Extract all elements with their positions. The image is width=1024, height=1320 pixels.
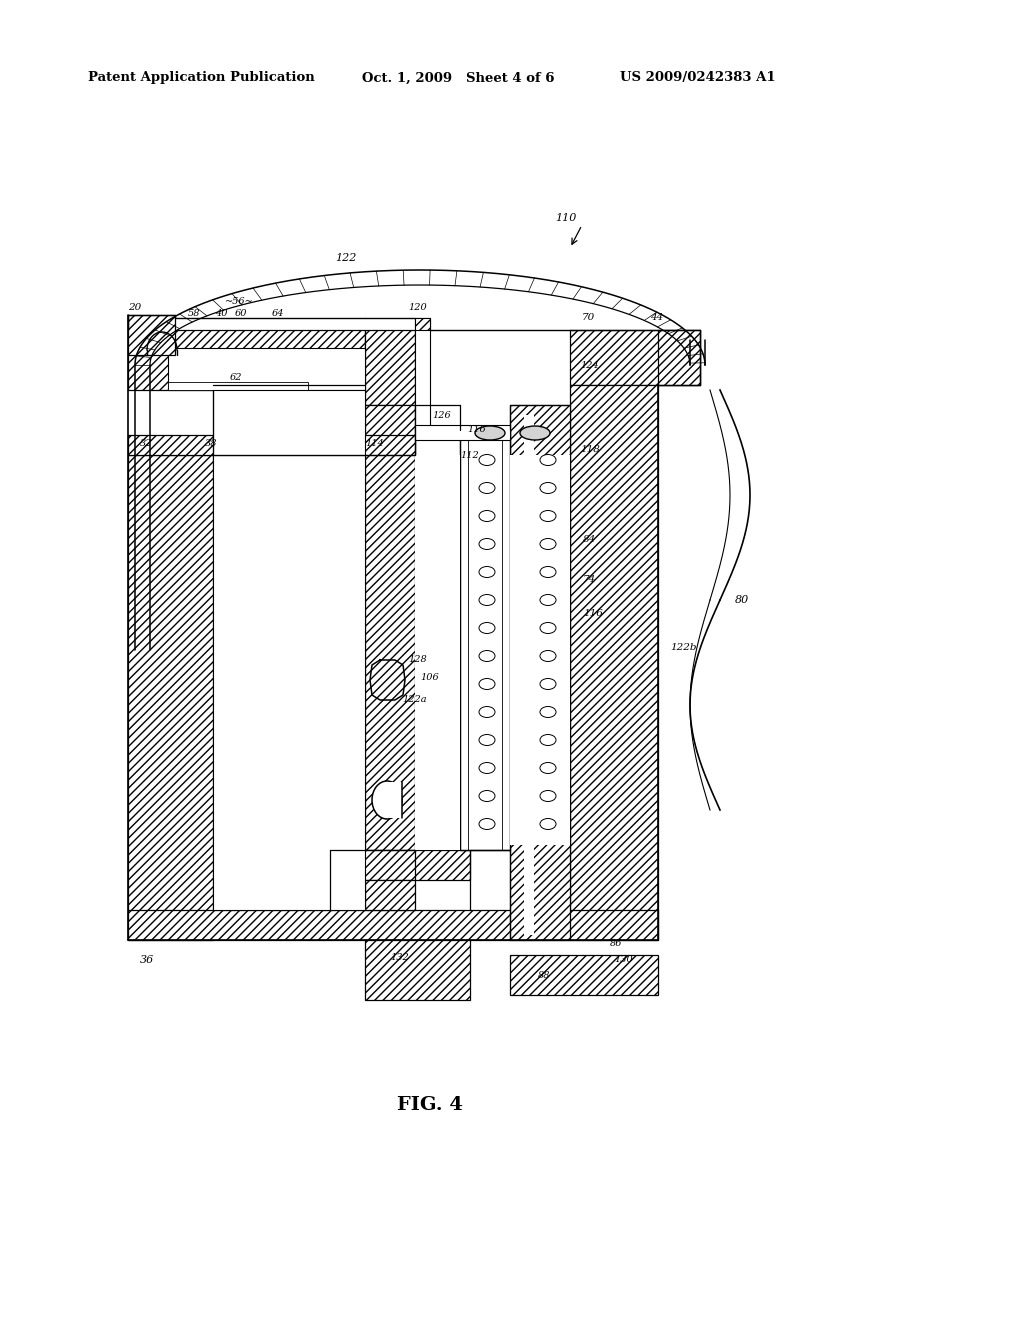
Bar [213, 455, 365, 909]
Ellipse shape [540, 734, 556, 746]
Ellipse shape [479, 539, 495, 549]
Text: 32: 32 [140, 438, 153, 447]
Bar [270, 436, 365, 446]
Bar [168, 348, 365, 389]
Ellipse shape [475, 426, 505, 440]
Ellipse shape [540, 791, 556, 801]
Text: 126: 126 [432, 411, 451, 420]
Ellipse shape [479, 623, 495, 634]
Bar [365, 330, 415, 405]
Text: 118: 118 [580, 446, 600, 454]
Ellipse shape [540, 454, 556, 466]
Ellipse shape [479, 454, 495, 466]
Text: 128: 128 [408, 656, 427, 664]
Bar [460, 430, 510, 850]
Text: 40: 40 [215, 309, 227, 318]
Ellipse shape [540, 623, 556, 634]
Text: 20: 20 [128, 304, 141, 313]
Ellipse shape [479, 818, 495, 829]
Text: 60: 60 [234, 309, 248, 318]
Bar [510, 405, 570, 940]
Bar [128, 909, 658, 940]
Bar [468, 438, 502, 842]
Text: 88: 88 [538, 970, 551, 979]
Bar [128, 330, 750, 960]
Ellipse shape [479, 678, 495, 689]
Ellipse shape [540, 678, 556, 689]
Text: 38: 38 [205, 438, 217, 447]
Bar [415, 455, 460, 850]
Bar [415, 425, 510, 440]
Text: 64: 64 [272, 309, 285, 318]
Bar [128, 436, 415, 455]
Bar [365, 405, 415, 850]
Bar [213, 389, 365, 455]
Text: Oct. 1, 2009   Sheet 4 of 6: Oct. 1, 2009 Sheet 4 of 6 [362, 71, 555, 84]
Bar [387, 781, 402, 818]
Bar [330, 850, 470, 880]
Ellipse shape [479, 763, 495, 774]
Ellipse shape [540, 651, 556, 661]
Ellipse shape [540, 539, 556, 549]
Bar [570, 385, 658, 940]
Ellipse shape [479, 483, 495, 494]
Text: 112: 112 [460, 450, 479, 459]
Ellipse shape [540, 594, 556, 606]
Text: 44: 44 [650, 314, 664, 322]
Ellipse shape [540, 566, 556, 578]
Bar [570, 330, 700, 385]
Text: 110: 110 [555, 213, 577, 223]
Bar [128, 315, 175, 355]
Text: 122: 122 [335, 253, 356, 263]
Ellipse shape [479, 511, 495, 521]
Bar [524, 414, 534, 935]
Ellipse shape [479, 706, 495, 718]
Ellipse shape [479, 791, 495, 801]
Bar [365, 880, 415, 909]
Text: 116: 116 [583, 610, 603, 619]
Ellipse shape [540, 763, 556, 774]
Bar [510, 455, 570, 845]
Text: 62: 62 [230, 374, 243, 383]
Ellipse shape [479, 734, 495, 746]
Ellipse shape [479, 651, 495, 661]
Ellipse shape [540, 706, 556, 718]
Bar [510, 954, 658, 995]
Text: 70: 70 [582, 314, 595, 322]
Text: 124: 124 [580, 360, 599, 370]
Ellipse shape [372, 781, 402, 818]
Bar [128, 330, 365, 389]
Bar [365, 940, 470, 1001]
Text: 122a: 122a [402, 696, 427, 705]
Bar [415, 318, 430, 438]
Text: 130: 130 [614, 956, 633, 965]
Text: 116: 116 [467, 425, 485, 434]
Text: 36: 36 [140, 954, 155, 965]
Text: 84: 84 [583, 536, 596, 544]
Bar [168, 381, 308, 389]
Ellipse shape [479, 566, 495, 578]
Bar [658, 330, 700, 385]
Bar [128, 455, 213, 940]
Text: ~56~: ~56~ [225, 297, 254, 306]
Text: 74: 74 [583, 576, 596, 585]
Text: 86: 86 [610, 939, 623, 948]
Text: 58: 58 [188, 309, 201, 318]
Text: US 2009/0242383 A1: US 2009/0242383 A1 [620, 71, 775, 84]
Ellipse shape [540, 483, 556, 494]
Bar [213, 389, 365, 455]
Text: 122b: 122b [670, 644, 696, 652]
Text: 120: 120 [408, 304, 427, 313]
Bar [415, 318, 430, 330]
Ellipse shape [540, 818, 556, 829]
Ellipse shape [540, 511, 556, 521]
Text: 132: 132 [390, 953, 409, 962]
Text: 114: 114 [365, 438, 384, 447]
Text: 80: 80 [735, 595, 750, 605]
Text: 106: 106 [420, 673, 438, 682]
Text: FIG. 4: FIG. 4 [397, 1096, 463, 1114]
Ellipse shape [479, 594, 495, 606]
Text: Patent Application Publication: Patent Application Publication [88, 71, 314, 84]
Ellipse shape [520, 426, 550, 440]
